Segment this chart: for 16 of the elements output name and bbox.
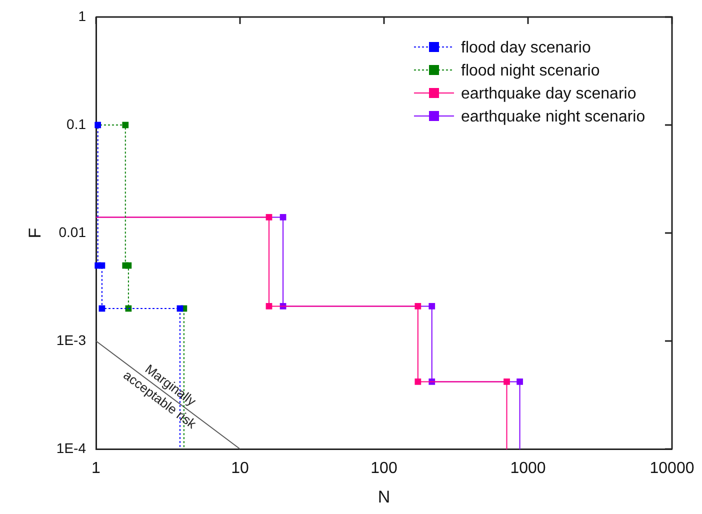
y-tick-label: 0.1 — [66, 116, 86, 132]
x-tick-label: 10 — [231, 460, 249, 478]
x-tick-label: 1 — [92, 460, 101, 478]
y-tick-label: 1 — [78, 8, 86, 24]
y-tick-label: 1E-3 — [56, 332, 86, 348]
x-axis-title: N — [378, 488, 390, 507]
y-tick-label: 0.01 — [58, 224, 86, 240]
legend-label: flood day scenario — [461, 39, 591, 56]
legend-label: earthquake night scenario — [461, 108, 646, 126]
x-tick-label: 1000 — [510, 460, 546, 478]
x-tick-label: 10000 — [650, 460, 694, 478]
y-axis-title: F — [26, 228, 45, 238]
y-tick-label: 1E-4 — [56, 440, 86, 456]
legend-label: flood night scenario — [461, 62, 600, 80]
legend-label: earthquake day scenario — [461, 85, 636, 102]
x-tick-label: 100 — [370, 460, 398, 478]
